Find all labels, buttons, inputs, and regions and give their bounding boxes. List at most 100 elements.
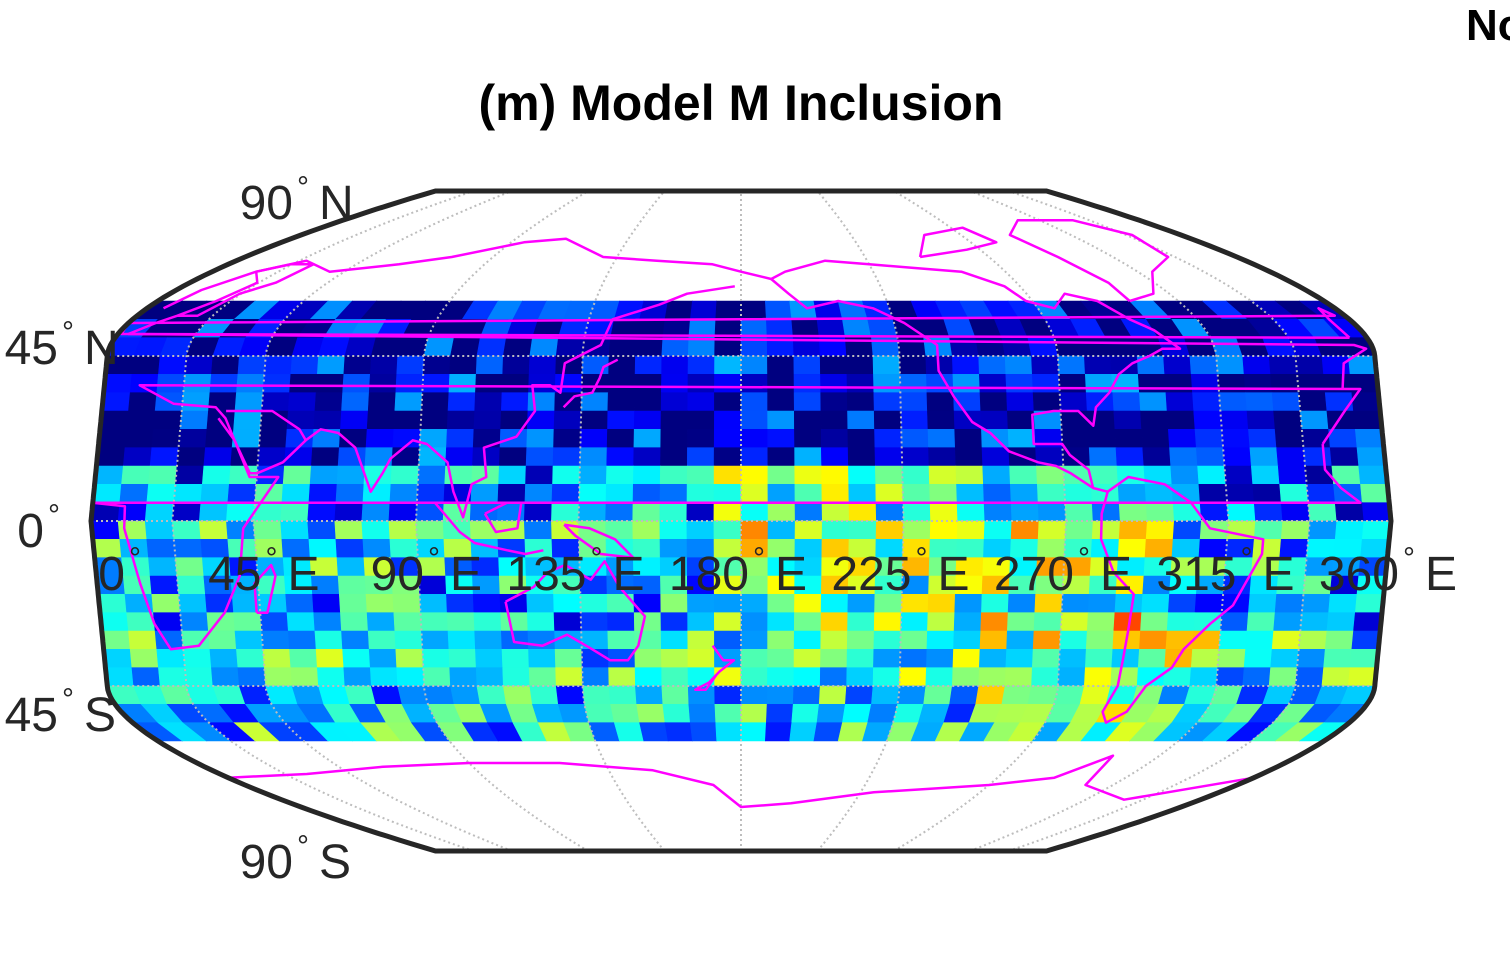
label-hemisphere: E xyxy=(613,548,645,601)
field-cell xyxy=(872,667,901,687)
coastline xyxy=(226,285,735,519)
field-cell xyxy=(310,447,340,467)
field-cell xyxy=(415,502,445,522)
field-cell xyxy=(335,483,365,504)
meridian-line xyxy=(893,191,1068,851)
field-cell xyxy=(1215,355,1245,375)
field-cell xyxy=(1354,428,1385,449)
field-cell xyxy=(1064,520,1094,540)
field-cell xyxy=(953,630,982,650)
field-cell xyxy=(555,685,585,705)
field-cell xyxy=(956,483,985,504)
field-cell xyxy=(1190,373,1220,394)
field-cell xyxy=(1006,392,1035,412)
lat-label-n90: 90 ° N xyxy=(240,171,354,230)
field-cell xyxy=(793,648,822,669)
field-cell xyxy=(687,355,715,375)
field-cell xyxy=(129,648,159,669)
field-cell xyxy=(1323,648,1353,669)
field-cell xyxy=(1031,667,1060,687)
field-cell xyxy=(1303,447,1333,467)
field-cell xyxy=(211,355,240,375)
field-cell xyxy=(184,667,214,687)
field-cell xyxy=(369,667,399,687)
field-cell xyxy=(158,355,187,375)
field-cell xyxy=(1215,667,1245,687)
field-cell xyxy=(1060,612,1089,632)
meridian-line xyxy=(577,191,666,851)
field-cell xyxy=(767,373,795,394)
field-cell xyxy=(660,373,689,394)
field-cell xyxy=(1163,355,1192,375)
field-cell xyxy=(873,630,902,650)
field-cell xyxy=(767,612,795,632)
field-cell xyxy=(1277,465,1307,485)
field-cell xyxy=(366,612,396,632)
field-cell xyxy=(1031,648,1061,669)
field-cell xyxy=(237,355,267,375)
degree-symbol: ° xyxy=(297,830,309,863)
field-cell xyxy=(334,520,364,540)
field-cell xyxy=(131,355,161,375)
field-cell xyxy=(632,465,661,485)
field-cell xyxy=(1273,410,1303,430)
field-cell xyxy=(1197,465,1227,485)
field-cell xyxy=(714,355,742,375)
field-cell xyxy=(794,520,823,540)
field-cell xyxy=(1009,483,1039,504)
field-cell xyxy=(846,373,875,394)
field-cell xyxy=(526,410,555,430)
field-cell xyxy=(740,667,768,687)
field-cell xyxy=(767,392,795,412)
field-cell xyxy=(605,502,634,522)
field-cell xyxy=(342,648,371,669)
field-cell xyxy=(1307,520,1338,540)
field-cell xyxy=(1245,392,1274,412)
field-cell xyxy=(983,520,1013,540)
field-cell xyxy=(1324,630,1354,650)
field-cell xyxy=(1271,630,1301,650)
field-cell xyxy=(660,392,689,412)
field-cell xyxy=(687,648,715,669)
field-cell xyxy=(1246,410,1276,430)
field-cell xyxy=(476,685,507,705)
field-cell xyxy=(198,520,229,540)
field-cell xyxy=(900,612,929,632)
lon-label-45: 45 ° E xyxy=(208,542,319,601)
field-cell xyxy=(580,612,609,632)
field-cell xyxy=(956,502,986,522)
field-cell xyxy=(794,483,823,504)
field-cell xyxy=(980,410,1009,430)
field-cell xyxy=(101,392,131,412)
field-cell xyxy=(396,355,425,375)
field-cell xyxy=(1139,630,1168,650)
field-cell xyxy=(1242,355,1271,375)
field-cell xyxy=(687,428,715,449)
field-cell xyxy=(981,447,1010,467)
field-cell xyxy=(873,612,902,632)
field-cell xyxy=(1192,630,1221,650)
field-cell xyxy=(529,685,559,705)
field-cell xyxy=(740,355,768,375)
field-cell xyxy=(1005,648,1034,669)
field-cell xyxy=(175,465,205,485)
field-cell xyxy=(633,410,662,430)
field-cell xyxy=(1137,648,1167,669)
field-cell xyxy=(1005,373,1034,394)
field-cell xyxy=(1296,648,1326,669)
field-cell xyxy=(308,483,338,504)
field-cell xyxy=(1141,428,1170,449)
field-cell xyxy=(923,685,953,705)
field-cell xyxy=(607,648,636,669)
field-cell xyxy=(848,465,877,485)
field-cell xyxy=(1006,612,1036,632)
field-cell xyxy=(1360,483,1390,504)
field-cell xyxy=(554,373,583,394)
field-cell xyxy=(660,410,689,430)
field-cell xyxy=(1118,502,1148,522)
field-cell xyxy=(523,520,553,540)
field-cell xyxy=(956,520,986,540)
field-cell xyxy=(581,667,610,687)
field-cell xyxy=(661,685,690,705)
field-cell xyxy=(201,465,232,485)
